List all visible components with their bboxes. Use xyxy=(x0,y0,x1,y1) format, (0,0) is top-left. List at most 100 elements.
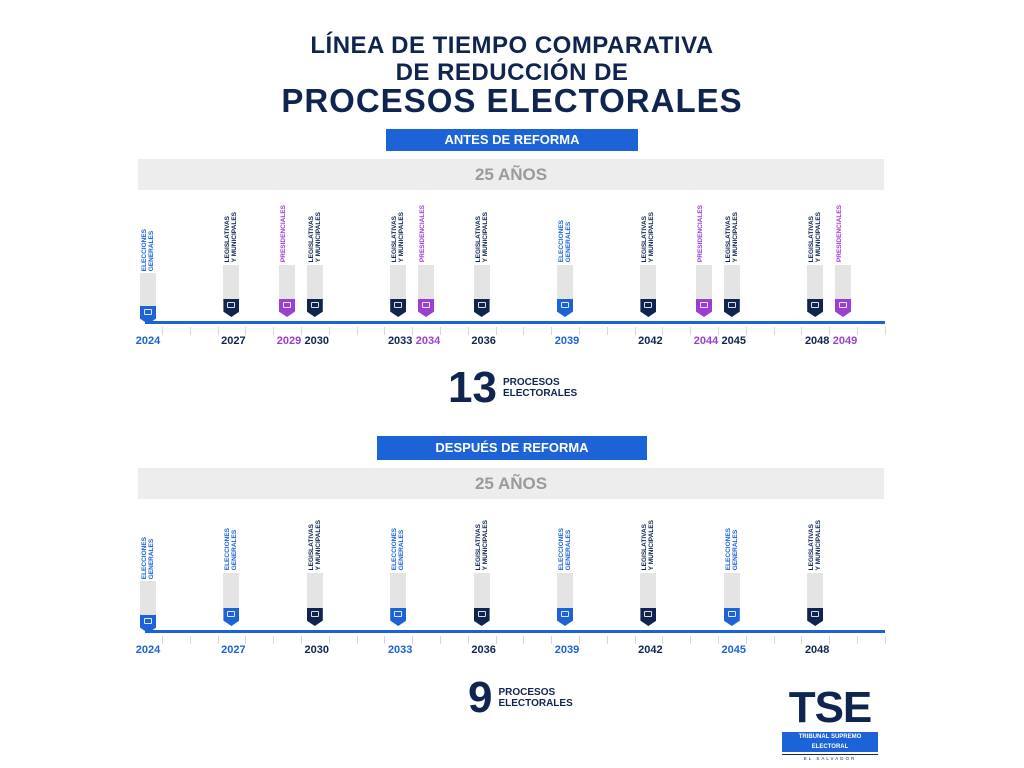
title-line-2: DE REDUCCIÓN DE xyxy=(395,59,629,86)
event-year: 2030 xyxy=(304,335,330,347)
event-year: 2034 xyxy=(415,335,441,347)
event-bar xyxy=(640,573,657,610)
event-year: 2048 xyxy=(804,335,830,347)
axis-tick xyxy=(634,636,636,644)
event-bar xyxy=(723,265,740,301)
axis-tick xyxy=(412,636,414,644)
event-type-label: ELECCIONES GENERALES xyxy=(558,527,572,570)
event-marker xyxy=(696,299,712,317)
event-year: 2033 xyxy=(387,644,413,656)
axis-tick xyxy=(884,327,886,335)
axis-tick xyxy=(301,327,302,335)
axis-tick xyxy=(384,327,386,335)
axis-tick xyxy=(662,327,664,335)
before-count-label: PROCESOS ELECTORALES xyxy=(502,377,578,399)
axis-tick xyxy=(884,636,886,644)
event-marker xyxy=(723,608,740,626)
axis-tick xyxy=(579,327,580,335)
axis-tick xyxy=(273,636,275,644)
event-year: 2033 xyxy=(387,335,413,347)
ballot-box-icon xyxy=(422,302,430,308)
event-marker xyxy=(140,306,156,324)
event-year: 2049 xyxy=(832,335,858,347)
event-type-label: LEGISLATIVAS Y MUNICIPALES xyxy=(474,519,489,570)
event-bar xyxy=(306,265,323,301)
event-bar xyxy=(723,573,740,610)
event-bar xyxy=(390,265,407,301)
event-year: 2045 xyxy=(721,335,747,347)
event-marker xyxy=(279,299,295,317)
axis-tick xyxy=(606,636,608,644)
axis-tick xyxy=(162,327,163,335)
axis-tick xyxy=(440,327,441,335)
ballot-box-icon xyxy=(144,309,152,315)
event-bar xyxy=(807,573,824,610)
event-marker xyxy=(807,299,824,317)
axis-tick xyxy=(523,327,525,335)
ballot-box-icon xyxy=(310,302,319,308)
axis-tick xyxy=(801,327,803,335)
ballot-box-icon xyxy=(477,611,486,617)
axis-tick xyxy=(356,636,358,644)
axis-tick xyxy=(217,327,219,335)
event-marker xyxy=(306,608,323,626)
axis-tick xyxy=(217,636,219,644)
axis-tick xyxy=(606,327,608,335)
event-type-label: LEGISLATIVAS Y MUNICIPALES xyxy=(307,519,322,570)
event-bar xyxy=(223,573,240,610)
ballot-box-icon xyxy=(644,302,653,308)
event-marker xyxy=(390,299,407,317)
axis-tick xyxy=(467,636,469,644)
axis-tick xyxy=(662,636,664,644)
after-count-number: 9 xyxy=(468,673,493,722)
event-marker xyxy=(557,608,573,626)
after-span-band: 25 AÑOS xyxy=(138,468,884,499)
event-year: 2044 xyxy=(693,335,719,347)
event-bar xyxy=(473,265,490,301)
event-marker xyxy=(835,299,851,317)
ballot-box-icon xyxy=(394,611,403,617)
event-marker xyxy=(306,299,323,317)
title-line-1: LÍNEA DE TIEMPO COMPARATIVA xyxy=(310,32,714,59)
axis-tick xyxy=(328,327,330,335)
axis-tick xyxy=(245,636,247,644)
after-banner: DESPUÉS DE REFORMA CONSTITUCIONAL xyxy=(377,436,647,479)
axis-tick xyxy=(189,327,191,335)
axis-tick xyxy=(273,327,275,335)
event-bar xyxy=(473,573,490,610)
axis-tick xyxy=(745,636,747,644)
ballot-box-icon xyxy=(811,302,820,308)
axis-tick xyxy=(801,636,803,644)
event-bar xyxy=(557,573,573,610)
axis-tick xyxy=(857,636,858,644)
axis-tick xyxy=(328,636,330,644)
after-count-label: PROCESOS ELECTORALES xyxy=(498,687,573,709)
axis-tick xyxy=(495,327,497,335)
axis-tick xyxy=(551,636,553,644)
timeline-axis xyxy=(145,630,885,633)
logo-subtitle: TRIBUNAL SUPREMO ELECTORAL xyxy=(782,732,878,752)
ballot-box-icon xyxy=(644,611,653,617)
axis-tick xyxy=(523,636,525,644)
event-bar xyxy=(140,273,156,308)
ballot-box-icon xyxy=(310,611,319,617)
event-bar xyxy=(835,265,851,301)
event-marker xyxy=(723,299,740,317)
event-type-label: ELECCIONES GENERALES xyxy=(724,527,739,570)
axis-tick xyxy=(579,636,580,644)
event-year: 2030 xyxy=(304,644,330,656)
axis-tick xyxy=(162,636,163,644)
event-bar xyxy=(807,265,824,301)
ballot-box-icon xyxy=(727,611,736,617)
ballot-box-icon xyxy=(227,611,236,617)
event-year: 2024 xyxy=(135,335,161,347)
ballot-box-icon xyxy=(394,302,403,308)
logo-country: EL SALVADOR xyxy=(782,754,878,762)
axis-tick xyxy=(773,636,775,644)
event-year: 2042 xyxy=(638,644,663,656)
event-bar xyxy=(140,581,156,617)
tse-logo: TSE TRIBUNAL SUPREMO ELECTORAL EL SALVAD… xyxy=(782,686,878,762)
event-marker xyxy=(807,608,824,626)
event-year: 2042 xyxy=(638,335,663,347)
event-type-label: ELECCIONES GENERALES xyxy=(141,536,155,579)
